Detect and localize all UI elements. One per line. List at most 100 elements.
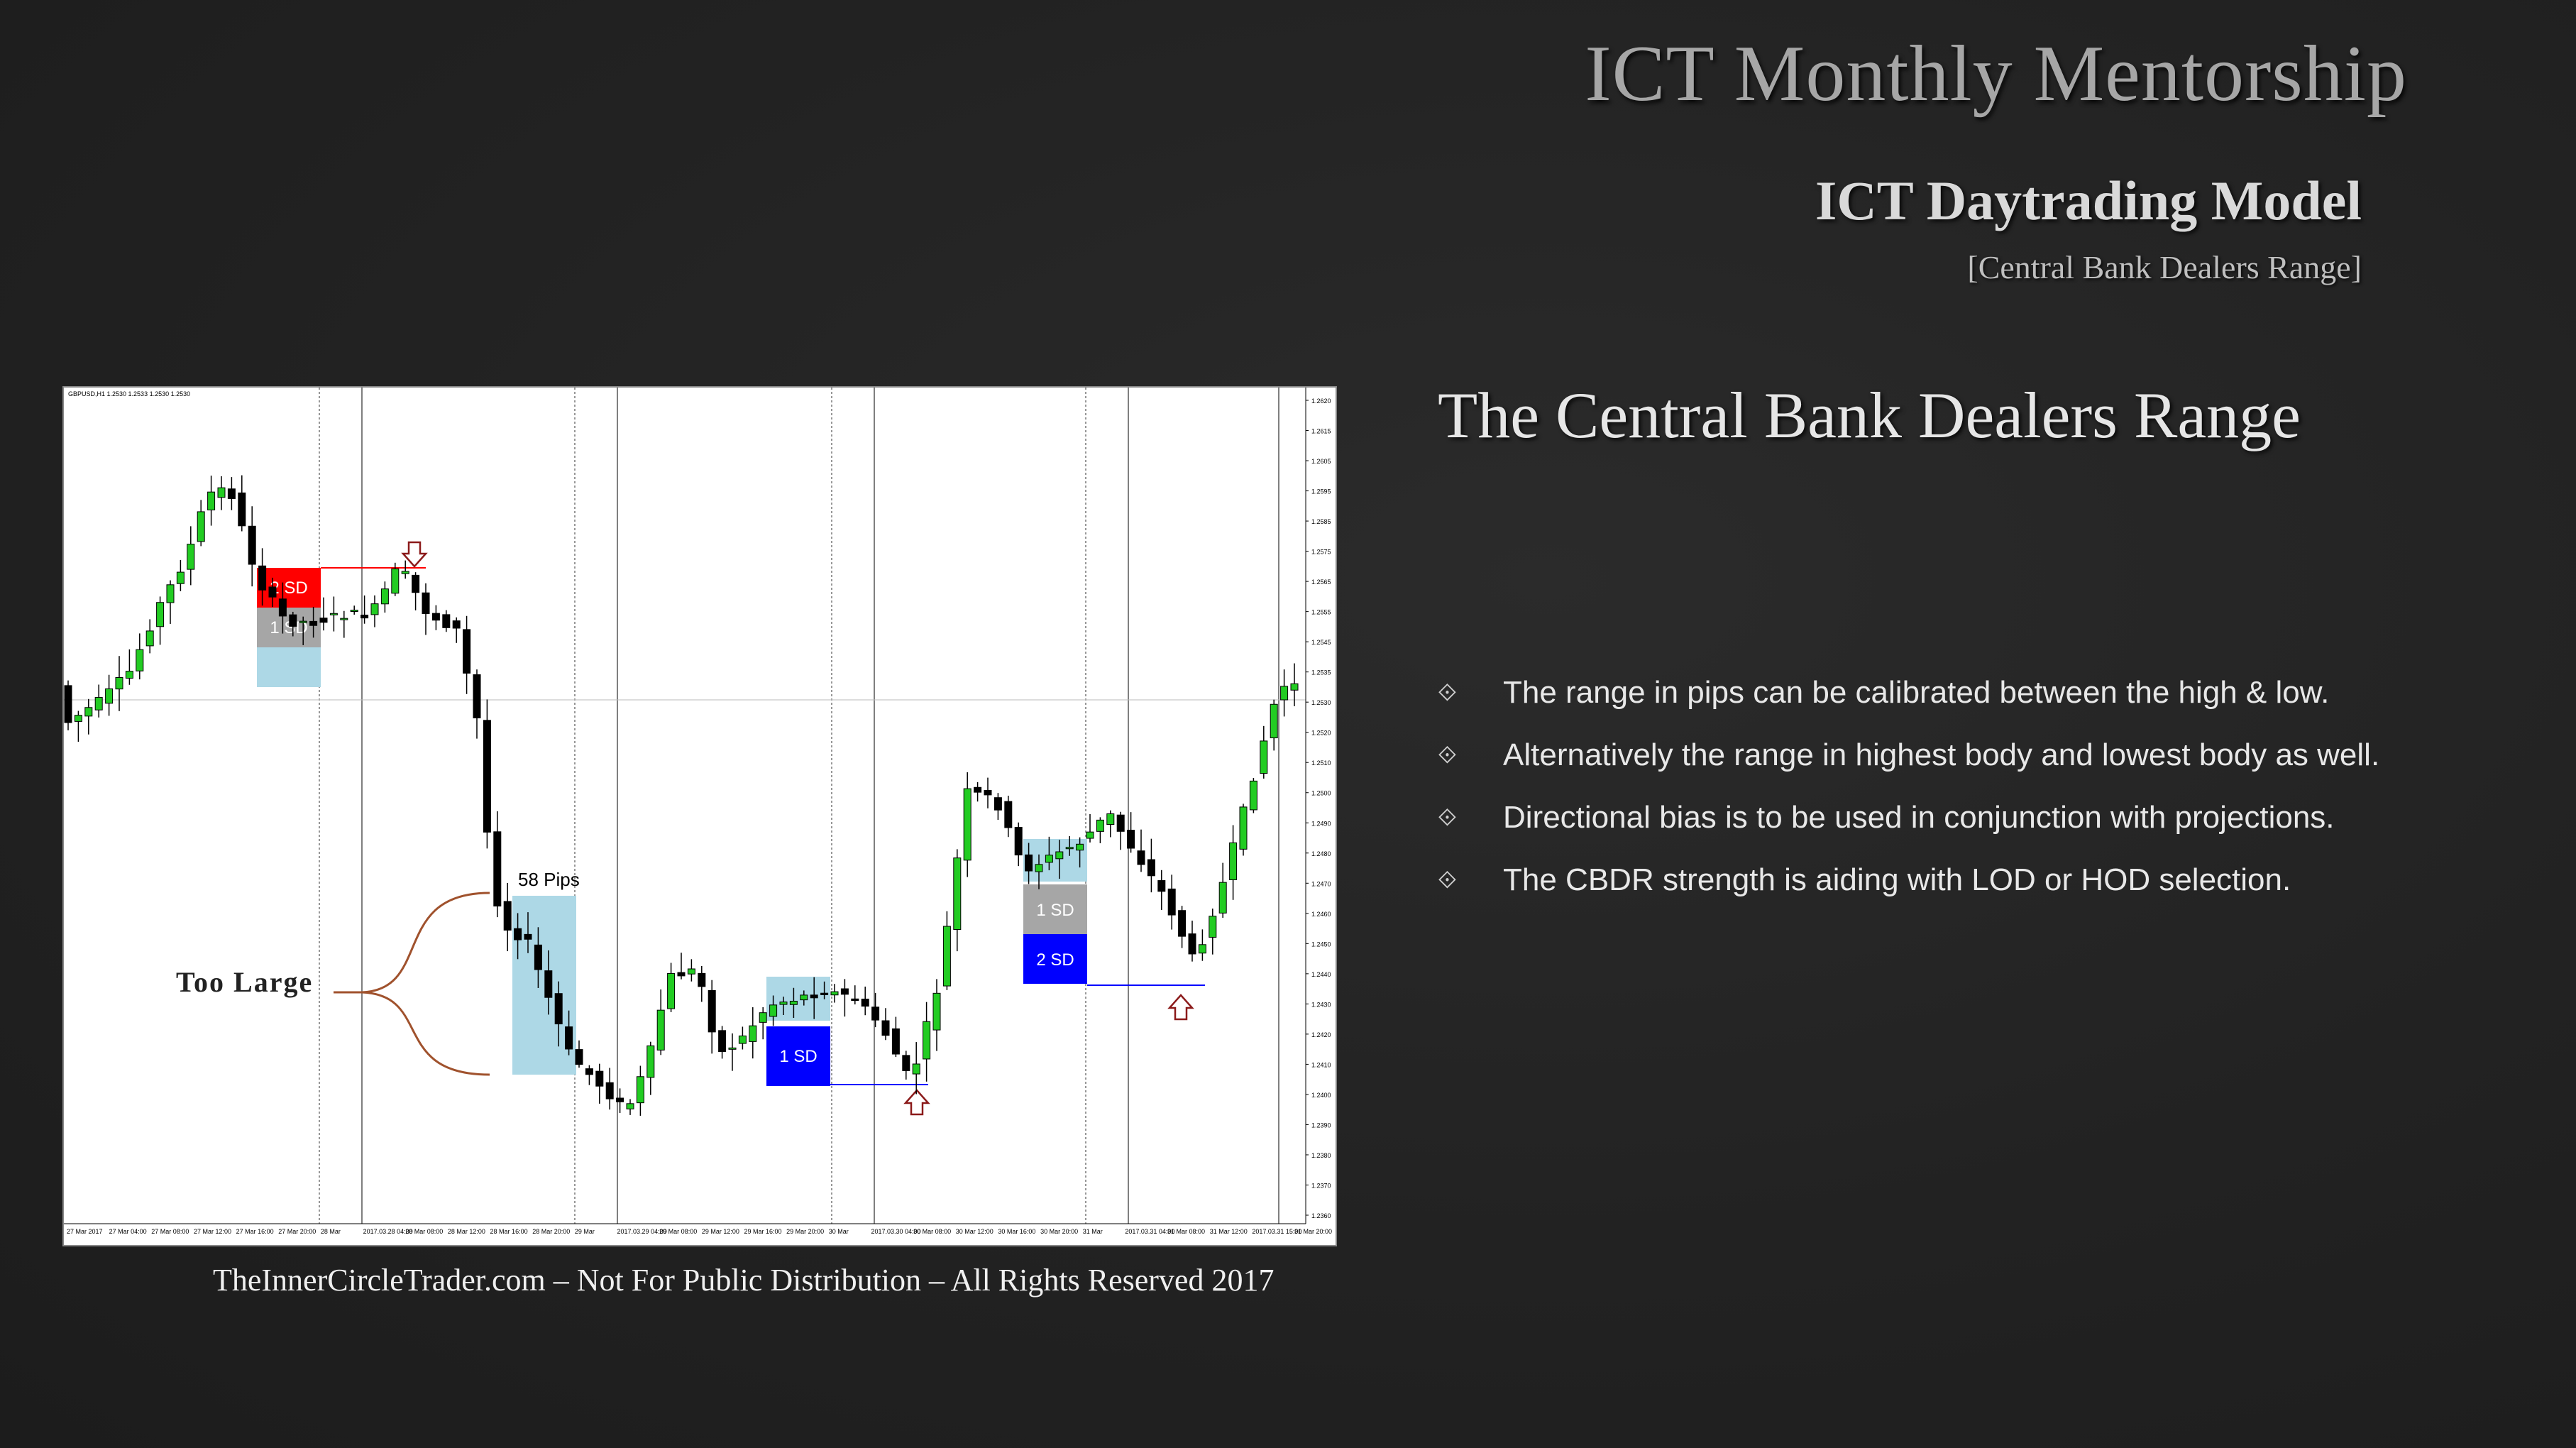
bear-candle <box>422 592 430 614</box>
time-tick-label: 2017.03.28 04:00 <box>363 1228 413 1235</box>
bull-candle <box>800 994 808 1001</box>
time-tick-label: 31 Mar <box>1083 1228 1103 1235</box>
bull-candle <box>1076 843 1084 851</box>
cbdr-range-box <box>257 647 321 687</box>
time-tick-label: 27 Mar 16:00 <box>236 1228 274 1235</box>
bullet-list: ⟐ The range in pips can be calibrated bet… <box>1438 662 2379 911</box>
sd-label: 2 SD <box>1036 950 1074 970</box>
bullet-text: The range in pips can be calibrated betw… <box>1503 675 2330 710</box>
bull-candle <box>1280 686 1289 701</box>
bull-candle <box>187 544 195 570</box>
price-tick-label: 1.2500 <box>1311 790 1331 797</box>
bull-candle <box>115 677 123 690</box>
bear-candle <box>64 685 72 723</box>
symbol-label: GBPUSD,H1 1.2530 1.2533 1.2530 1.2530 <box>68 390 190 397</box>
bear-candle <box>1004 801 1013 828</box>
chart-grid <box>64 388 1306 1224</box>
bull-candle <box>779 1002 788 1005</box>
price-tick-label: 1.2545 <box>1311 639 1331 646</box>
price-tick-label: 1.2520 <box>1311 730 1331 737</box>
bear-candle <box>1116 814 1125 832</box>
bull-candle <box>1086 831 1094 839</box>
price-tick-label: 1.2450 <box>1311 940 1331 948</box>
bear-candle <box>891 1028 900 1055</box>
bear-candle <box>534 944 542 970</box>
time-tick-label: 2017.03.31 15:00 <box>1252 1228 1301 1235</box>
bull-candle <box>299 620 307 623</box>
bull-candle <box>963 788 971 861</box>
bullet-text: Alternatively the range in highest body … <box>1503 737 2380 772</box>
bear-candle <box>810 994 818 999</box>
bear-candle <box>677 972 686 977</box>
bear-candle <box>585 1068 593 1075</box>
price-tick-label: 1.2585 <box>1311 518 1331 525</box>
bear-candle <box>1178 910 1187 937</box>
bear-candle <box>565 1026 573 1050</box>
bull-candle <box>197 511 205 542</box>
time-tick-label: 28 Mar 08:00 <box>405 1228 443 1235</box>
bull-candle <box>1065 847 1074 850</box>
bull-candle <box>1270 703 1278 739</box>
bear-candle <box>698 972 706 987</box>
time-tick-label: 27 Mar 12:00 <box>194 1228 231 1235</box>
bear-candle <box>473 674 481 718</box>
bear-candle <box>452 620 461 629</box>
bear-candle <box>1157 880 1166 892</box>
bull-candle <box>156 602 165 627</box>
bull-candle <box>789 1001 798 1005</box>
bull-candle <box>923 1021 931 1060</box>
bull-candle <box>84 707 93 717</box>
price-tick-label: 1.2360 <box>1311 1212 1331 1219</box>
bullet-item: ⟐ The CBDR strength is aiding with LOD or… <box>1438 849 2379 911</box>
price-tick-label: 1.2530 <box>1311 699 1331 706</box>
time-tick-label: 29 Mar 08:00 <box>659 1228 697 1235</box>
section-heading: The Central Bank Dealers Range <box>1438 379 2301 451</box>
price-chart[interactable]: 2 SD 1 SD 1 SD 1 SD 2 SD 58 Pips 1.2620 1.2615… <box>62 386 1337 1246</box>
sd-box-2sd-blue <box>1023 934 1087 984</box>
bear-candle <box>463 629 471 674</box>
price-tick-label: 1.2575 <box>1311 549 1331 556</box>
price-tick-label: 1.2410 <box>1311 1061 1331 1068</box>
bull-candle <box>401 571 409 574</box>
sd-box-2sd-red <box>257 568 321 608</box>
time-tick-label: 30 Mar 08:00 <box>913 1228 951 1235</box>
bull-candle <box>176 571 185 584</box>
bear-candle <box>514 928 522 940</box>
bear-candle <box>974 786 982 793</box>
brace-shape <box>361 892 490 1076</box>
bull-candle <box>1209 916 1217 938</box>
bull-candle <box>749 1025 757 1042</box>
price-tick-label: 1.2480 <box>1311 850 1331 857</box>
bull-candle <box>94 696 103 711</box>
sd-label: 1 SD <box>1036 901 1074 920</box>
bull-candle <box>942 926 951 987</box>
bear-candle <box>483 720 491 833</box>
price-tick-label: 1.2370 <box>1311 1182 1331 1189</box>
bear-candle <box>708 989 716 1033</box>
bear-candle <box>840 988 849 995</box>
price-tick-label: 1.2535 <box>1311 669 1331 676</box>
bear-candle <box>861 998 869 1007</box>
bear-candle <box>431 613 440 621</box>
diamond-bullet-icon: ⟐ <box>1438 866 1457 894</box>
bear-candle <box>595 1070 604 1087</box>
bear-candle <box>605 1082 614 1099</box>
bull-candle <box>125 671 133 679</box>
bear-candle <box>1025 854 1033 872</box>
bull-candle <box>1106 813 1115 826</box>
bear-candle <box>360 615 369 619</box>
time-tick-label: 31 Mar 08:00 <box>1167 1228 1205 1235</box>
price-tick-label: 1.2510 <box>1311 759 1331 767</box>
too-large-label: Too Large <box>176 966 314 998</box>
bull-candle <box>74 715 82 722</box>
pips-label: 58 Pips <box>518 869 580 890</box>
bull-candle <box>656 1009 665 1051</box>
price-tick-label: 1.2470 <box>1311 880 1331 887</box>
bear-candle <box>544 970 553 998</box>
price-tick-label: 1.2430 <box>1311 1001 1331 1008</box>
price-tick-label: 1.2490 <box>1311 820 1331 827</box>
diamond-bullet-icon: ⟐ <box>1438 803 1457 831</box>
price-tick-label: 1.2380 <box>1311 1152 1331 1159</box>
arrow-up-icon <box>903 1089 930 1116</box>
